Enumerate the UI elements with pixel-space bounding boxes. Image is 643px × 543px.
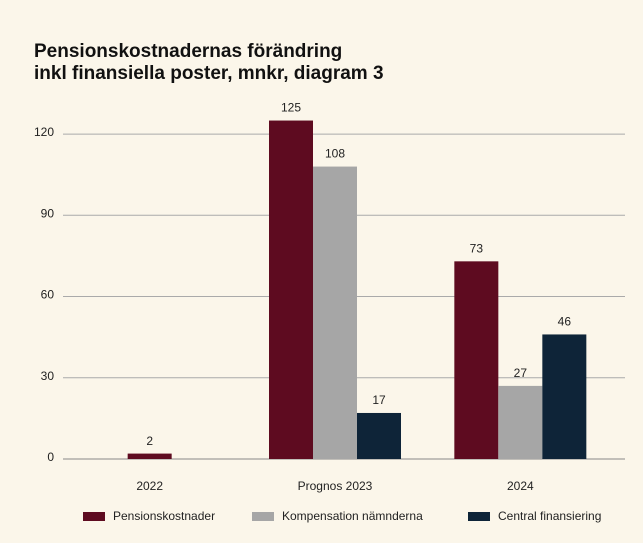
data-label: 17 <box>372 393 386 407</box>
chart-title: inkl finansiella poster, mnkr, diagram 3 <box>34 63 384 84</box>
data-label: 46 <box>558 315 572 329</box>
y-tick-label: 120 <box>34 125 54 139</box>
chart-title: Pensionskostnadernas förändring <box>34 41 342 62</box>
data-label: 2 <box>146 434 153 448</box>
data-label: 108 <box>325 147 345 161</box>
legend-label: Central finansiering <box>498 509 601 523</box>
legend-label: Kompensation nämnderna <box>282 509 423 523</box>
legend-swatch <box>468 512 490 521</box>
y-tick-label: 0 <box>47 450 54 464</box>
x-tick-label: Prognos 2023 <box>298 479 373 493</box>
data-label: 27 <box>514 366 528 380</box>
data-label: 73 <box>470 242 484 256</box>
bar <box>498 385 543 459</box>
x-tick-label: 2024 <box>507 479 534 493</box>
data-label: 125 <box>281 101 301 115</box>
legend-swatch <box>252 512 274 521</box>
x-tick-label: 2022 <box>136 479 163 493</box>
bar <box>542 334 587 459</box>
legend-swatch <box>83 512 105 521</box>
bar <box>454 261 499 459</box>
y-tick-label: 60 <box>41 288 55 302</box>
bar <box>127 453 172 459</box>
bar <box>269 120 313 460</box>
y-tick-label: 30 <box>41 369 55 383</box>
legend-label: Pensionskostnader <box>113 509 215 523</box>
y-tick-label: 90 <box>41 206 55 220</box>
bar <box>313 166 357 460</box>
bar <box>357 412 401 459</box>
